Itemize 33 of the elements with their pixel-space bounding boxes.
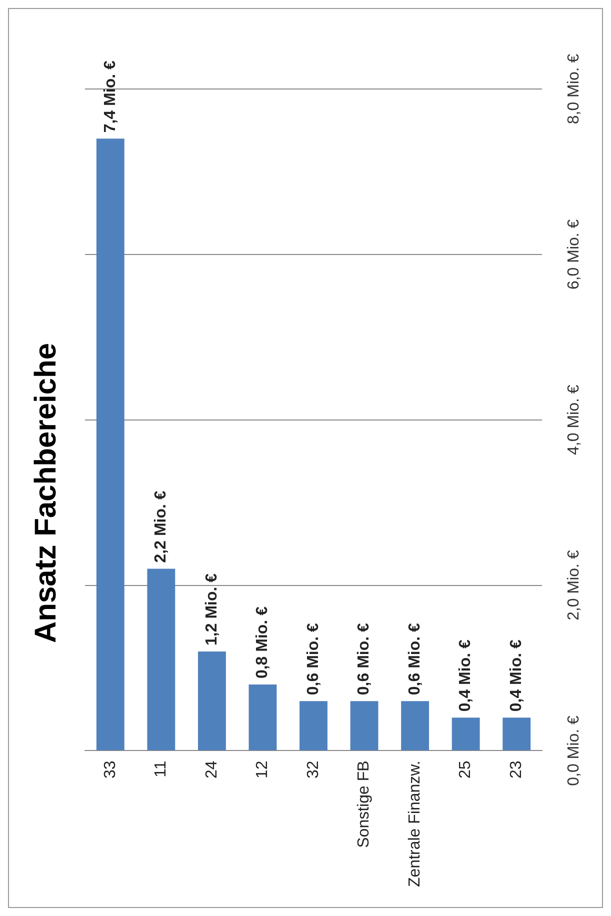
bar [401, 701, 430, 750]
x-tick-label: 32 [304, 760, 322, 779]
data-label: 2,2 Mio. € [152, 490, 170, 563]
data-label: 0,6 Mio. € [304, 622, 322, 696]
x-tick-label: 11 [152, 760, 170, 778]
x-tick-label: Zentrale Finanzw. [406, 760, 424, 887]
x-tick-label: 23 [508, 760, 526, 779]
x-tick-label: Sonstige FB [356, 760, 373, 848]
bar [350, 701, 378, 750]
data-label: 0,4 Mio. € [508, 640, 526, 712]
y-tick-label: 4,0 Mio. € [565, 384, 582, 455]
y-tick-label: 2,0 Mio. € [565, 550, 582, 620]
data-label: 0,6 Mio. € [356, 622, 373, 696]
data-label: 0,4 Mio. € [457, 640, 474, 712]
x-tick-label: 24 [203, 760, 220, 779]
x-tick-label: 33 [102, 760, 119, 779]
data-label: 1,2 Mio. € [203, 573, 220, 646]
bar [502, 718, 531, 750]
bar [452, 718, 480, 750]
text: Ansatz Fachbereiche [29, 342, 62, 644]
x-tick-label: 12 [254, 760, 272, 779]
x-tick-label: 25 [457, 760, 474, 779]
bar [248, 684, 277, 750]
data-label: 7,4 Mio. € [102, 60, 119, 133]
bar [96, 138, 124, 750]
bar [198, 651, 226, 750]
data-label: 0,8 Mio. € [254, 606, 272, 679]
data-label: 0,6 Mio. € [406, 622, 424, 696]
y-tick-label: 0,0 Mio. € [565, 715, 582, 786]
y-tick-label: 8,0 Mio. € [565, 54, 582, 124]
bar [300, 701, 328, 750]
y-tick-label: 6,0 Mio. € [565, 219, 582, 290]
bar [147, 568, 176, 750]
